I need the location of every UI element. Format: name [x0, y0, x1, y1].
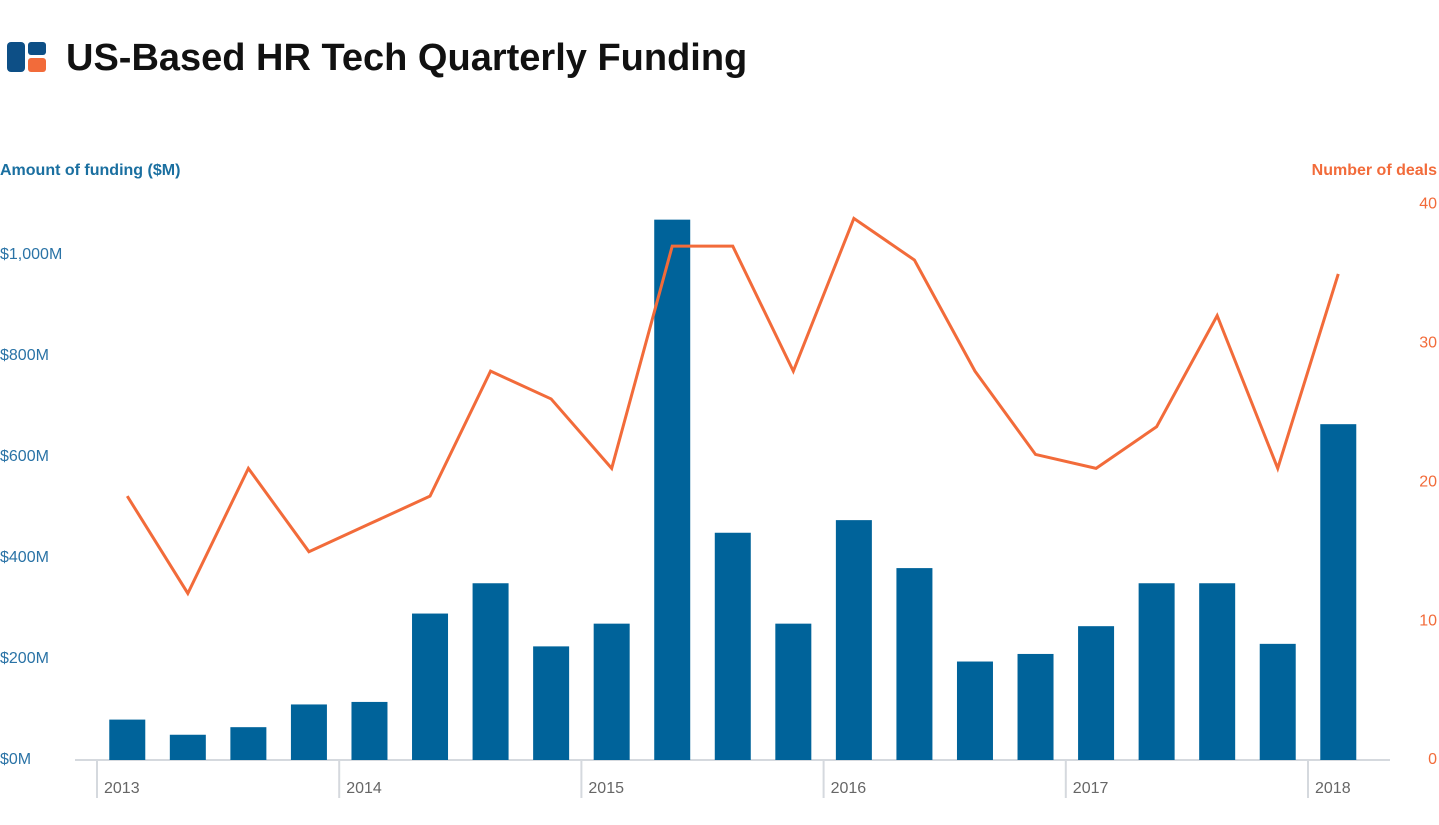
- bar: [290, 704, 327, 760]
- bar: [1078, 626, 1115, 760]
- y-tick-label: $800M: [0, 347, 49, 364]
- y-axis-title: Amount of funding ($M): [0, 162, 180, 179]
- bar: [230, 727, 267, 760]
- y2-axis-title: Number of deals: [1312, 162, 1437, 179]
- y2-tick-label: 0: [1428, 751, 1437, 768]
- logo: [7, 42, 46, 72]
- x-tick-label: 2017: [1073, 780, 1109, 797]
- y-tick-label: $200M: [0, 650, 49, 667]
- bar: [956, 661, 993, 760]
- x-tick-label: 2016: [831, 780, 867, 797]
- y-tick-label: $400M: [0, 549, 49, 566]
- bar: [593, 623, 630, 760]
- bar: [775, 623, 812, 760]
- bar: [412, 613, 449, 760]
- y-tick-label: $600M: [0, 448, 49, 465]
- x-tick-label: 2015: [588, 780, 624, 797]
- x-tick-label: 2013: [104, 780, 140, 797]
- bar: [472, 583, 509, 760]
- logo-part: [28, 42, 46, 55]
- x-tick-label: 2014: [346, 780, 382, 797]
- bar: [1138, 583, 1175, 760]
- bar: [533, 646, 570, 760]
- y-tick-label: $0M: [0, 751, 31, 768]
- bar: [896, 568, 933, 760]
- line: [126, 216, 1340, 597]
- bar: [654, 219, 691, 760]
- y2-tick-label: 40: [1419, 196, 1437, 213]
- bar: [714, 532, 751, 760]
- y2-tick-label: 20: [1419, 473, 1437, 490]
- bar: [351, 701, 388, 760]
- bar: [1017, 653, 1054, 760]
- y2-tick-label: 10: [1419, 612, 1437, 629]
- bar: [1320, 424, 1357, 760]
- y-tick-label: $1,000M: [0, 246, 62, 263]
- bar: [1259, 643, 1296, 760]
- logo-part: [7, 42, 25, 72]
- bar: [1199, 583, 1236, 760]
- y2-tick-label: 30: [1419, 335, 1437, 352]
- logo-part: [28, 58, 46, 72]
- chart-title: US-Based HR Tech Quarterly Funding: [66, 37, 747, 79]
- bar: [169, 734, 206, 760]
- bar: [835, 520, 872, 760]
- bar: [109, 719, 146, 760]
- x-tick-label: 2018: [1315, 780, 1351, 797]
